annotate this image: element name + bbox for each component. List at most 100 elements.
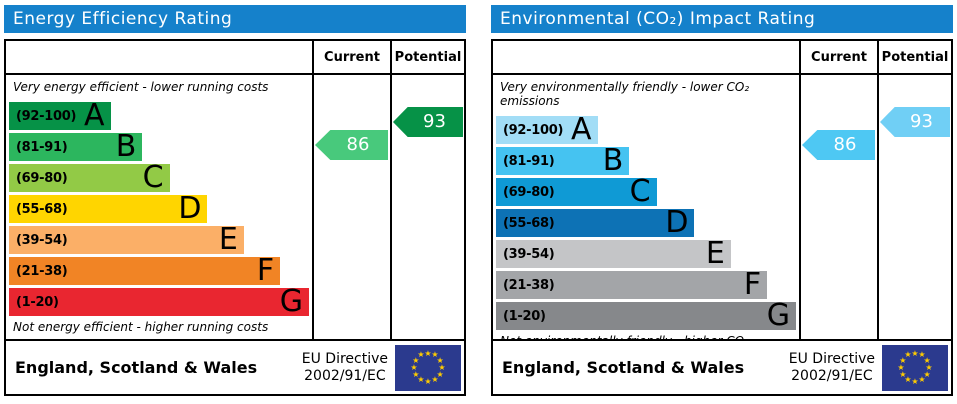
environmental-impact-panel: Environmental (CO₂) Impact Rating Curren…: [491, 5, 953, 396]
environmental-band-range-a: (92-100): [503, 122, 564, 138]
energy-band-letter-b: B: [115, 129, 137, 164]
environmental-top-note: Very environmentally friendly - lower CO…: [500, 80, 750, 108]
environmental-band-range-f: (21-38): [503, 277, 555, 293]
energy-directive-line1: EU Directive: [301, 350, 388, 367]
eu-flag-icon: ★ ★ ★ ★ ★ ★ ★ ★ ★ ★ ★ ★: [882, 344, 948, 391]
eu-flag-star: ★: [417, 374, 425, 384]
energy-band-letter-e: E: [218, 222, 238, 257]
eu-flag-star: ★: [904, 374, 912, 384]
eu-flag-star: ★: [911, 376, 919, 386]
eu-flag-star: ★: [424, 348, 432, 358]
energy-band-letter-c: C: [142, 160, 164, 195]
energy-band-letter-d: D: [178, 191, 202, 226]
energy-band-row-f: (21-38) F: [9, 253, 281, 288]
environmental-current-column: [799, 75, 877, 339]
energy-band-range-c: (69-80): [16, 170, 68, 186]
environmental-directive-line2: 2002/91/EC: [791, 367, 873, 384]
eu-flag-star: ★: [923, 369, 931, 379]
energy-band-letter-f: F: [256, 253, 275, 288]
energy-current-column: [312, 75, 390, 339]
energy-header-spacer: [6, 41, 312, 75]
eu-flag-star: ★: [410, 362, 418, 372]
energy-band-row-c: (69-80) C: [9, 160, 170, 195]
environmental-potential-column: [877, 75, 951, 339]
environmental-potential-value-arrow: 93: [880, 107, 950, 137]
eu-flag-star: ★: [431, 350, 439, 360]
environmental-band-range-g: (1-20): [503, 308, 546, 324]
environmental-directive-line1: EU Directive: [788, 350, 875, 367]
environmental-band-row-d: (55-68) D: [496, 208, 695, 238]
environmental-band-row-f: (21-38) F: [496, 267, 768, 302]
energy-current-column-header: Current: [312, 41, 390, 75]
environmental-band-row-a: (92-100) A: [496, 112, 598, 147]
energy-panel-title: Energy Efficiency Rating: [4, 5, 466, 33]
eu-flag-icon: ★ ★ ★ ★ ★ ★ ★ ★ ★ ★ ★ ★: [395, 344, 461, 391]
environmental-band-row-b: (81-91) B: [496, 143, 630, 178]
environmental-current-column-header: Current: [799, 41, 877, 75]
energy-efficiency-panel: Energy Efficiency Rating Current Potenti…: [4, 5, 466, 396]
environmental-potential-column-header: Potential: [877, 41, 951, 75]
energy-band-range-d: (55-68): [16, 201, 68, 217]
energy-band-range-e: (39-54): [16, 232, 68, 248]
environmental-band-letter-f: F: [743, 267, 762, 302]
energy-potential-column-header: Potential: [390, 41, 464, 75]
environmental-band-range-b: (81-91): [503, 153, 555, 169]
energy-footer-directive: EU Directive 2002/91/EC: [302, 351, 388, 385]
environmental-band-row-g: (1-20) G: [496, 298, 796, 333]
energy-footer-region-label: England, Scotland & Wales: [15, 358, 258, 377]
energy-bottom-note: Not energy efficient - higher running co…: [13, 320, 269, 334]
environmental-band-letter-e: E: [705, 236, 725, 271]
eu-flag-star: ★: [899, 355, 907, 365]
eu-flag-star: ★: [918, 350, 926, 360]
energy-band-letter-g: G: [279, 284, 303, 319]
energy-potential-column: [390, 75, 464, 339]
energy-band-range-g: (1-20): [16, 294, 59, 310]
environmental-panel-title: Environmental (CO₂) Impact Rating: [491, 5, 953, 33]
environmental-bottom-note: Not environmentally friendly - higher CO…: [500, 334, 799, 339]
environmental-footer-region-label: England, Scotland & Wales: [502, 358, 745, 377]
eu-flag-star: ★: [436, 355, 444, 365]
environmental-current-value-arrow: 86: [802, 130, 875, 160]
environmental-footer: England, Scotland & Wales EU Directive 2…: [491, 339, 953, 396]
environmental-rating-table: Current Potential Very environmentally f…: [491, 39, 953, 341]
energy-bands-area: Very energy efficient - lower running co…: [6, 75, 312, 339]
energy-band-range-f: (21-38): [16, 263, 68, 279]
energy-top-note: Very energy efficient - lower running co…: [13, 80, 269, 94]
energy-band-letter-a: A: [83, 98, 105, 133]
eu-flag-star: ★: [918, 374, 926, 384]
energy-footer: England, Scotland & Wales EU Directive 2…: [4, 339, 466, 396]
environmental-bands-area: Very environmentally friendly - lower CO…: [493, 75, 799, 339]
energy-current-value-arrow: 86: [315, 130, 388, 160]
eu-flag-star: ★: [412, 369, 420, 379]
energy-band-row-a: (92-100) A: [9, 98, 111, 133]
environmental-band-range-d: (55-68): [503, 215, 555, 231]
environmental-band-letter-c: C: [629, 174, 651, 209]
eu-flag-star: ★: [431, 374, 439, 384]
eu-flag-star: ★: [925, 362, 933, 372]
eu-flag-star: ★: [436, 369, 444, 379]
eu-flag-star: ★: [438, 362, 446, 372]
energy-potential-value-arrow: 93: [393, 107, 463, 137]
energy-directive-line2: 2002/91/EC: [304, 367, 386, 384]
environmental-footer-directive: EU Directive 2002/91/EC: [789, 351, 875, 385]
eu-flag-star: ★: [897, 362, 905, 372]
environmental-band-range-e: (39-54): [503, 246, 555, 262]
environmental-band-letter-a: A: [570, 112, 592, 147]
eu-flag-star: ★: [904, 350, 912, 360]
environmental-band-letter-g: G: [766, 298, 790, 333]
energy-band-row-g: (1-20) G: [9, 284, 309, 319]
eu-flag-star: ★: [417, 350, 425, 360]
energy-band-row-b: (81-91) B: [9, 129, 143, 164]
environmental-band-row-e: (39-54) E: [496, 236, 731, 271]
energy-band-range-b: (81-91): [16, 139, 68, 155]
environmental-header-spacer: [493, 41, 799, 75]
energy-band-range-a: (92-100): [16, 108, 77, 124]
environmental-band-letter-b: B: [602, 143, 624, 178]
energy-rating-table: Current Potential Very energy efficient …: [4, 39, 466, 341]
eu-flag-star: ★: [923, 355, 931, 365]
eu-flag-star: ★: [899, 369, 907, 379]
energy-band-row-d: (55-68) D: [9, 191, 208, 226]
eu-flag-star: ★: [911, 348, 919, 358]
energy-band-row-e: (39-54) E: [9, 222, 244, 257]
